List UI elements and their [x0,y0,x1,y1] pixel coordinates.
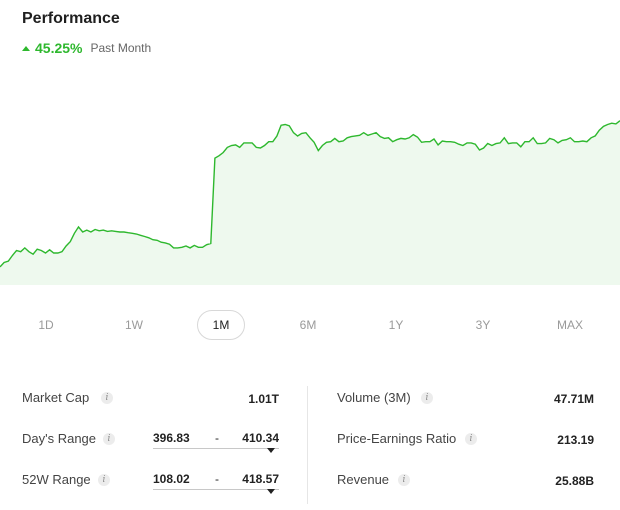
price-chart [0,120,620,285]
volume-value: 47.71M [553,392,594,406]
tab-1y[interactable]: 1Y [388,318,404,332]
market-cap-value: 1.01T [248,392,279,406]
revenue-value: 25.88B [555,474,594,488]
change-percent: 45.25% [35,40,83,56]
tab-1d[interactable]: 1D [38,318,54,332]
revenue-label: Revenue [337,472,390,487]
info-icon[interactable]: i [398,474,410,486]
info-icon[interactable]: i [421,392,433,404]
days-range-high: 410.34 [242,431,279,445]
info-icon[interactable]: i [465,433,477,445]
change-period: Past Month [90,41,152,55]
dropdown-arrow-icon [267,489,275,494]
period-tabs: 1D 1W 1M 6M 1Y 3Y MAX [0,310,620,341]
week52-range-low: 108.02 [153,472,190,486]
days-range-low: 396.83 [153,431,190,445]
pe-ratio-label: Price-Earnings Ratio [337,431,457,446]
range-dash: - [215,472,219,486]
info-icon[interactable]: i [98,474,110,486]
trend-up-icon [22,45,30,51]
dropdown-arrow-icon [267,448,275,453]
week52-range-label: 52W Range [22,472,91,487]
tab-1w[interactable]: 1W [125,318,143,332]
info-icon[interactable]: i [101,392,113,404]
days-range-select[interactable]: 396.83 - 410.34 [153,430,279,453]
chart-area-fill [0,120,620,285]
tab-3y[interactable]: 3Y [475,318,491,332]
days-range-label: Day's Range [22,431,97,446]
column-divider [307,386,308,504]
market-cap-label: Market Cap [22,390,90,405]
week52-range-high: 418.57 [242,472,279,486]
performance-change: 45.25% Past Month [22,40,151,56]
week52-range-select[interactable]: 108.02 - 418.57 [153,471,279,494]
info-icon[interactable]: i [103,433,115,445]
range-dash: - [215,431,219,445]
page-title: Performance [22,10,120,27]
tab-6m[interactable]: 6M [299,318,317,332]
volume-label: Volume (3M) [337,390,411,405]
pe-ratio-value: 213.19 [557,433,594,447]
tab-max[interactable]: MAX [556,318,583,332]
chart-price-line [0,120,620,268]
tab-1m[interactable]: 1M [197,310,245,340]
